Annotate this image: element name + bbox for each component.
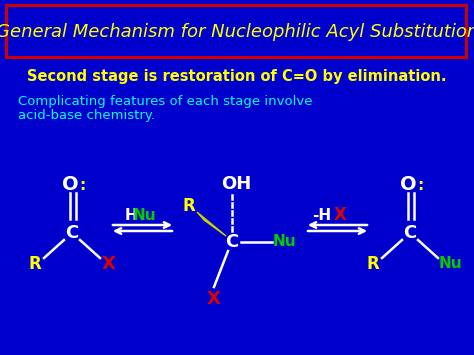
Bar: [6, 5, 466, 57]
Text: General Mechanism for Nucleophilic Acyl Substitution: General Mechanism for Nucleophilic Acyl …: [0, 23, 474, 41]
Text: X: X: [334, 206, 346, 224]
Text: R: R: [182, 197, 195, 215]
Text: Nu: Nu: [272, 235, 296, 250]
Text: X: X: [207, 290, 221, 308]
Text: acid-base chemistry.: acid-base chemistry.: [18, 109, 155, 122]
Text: ··: ··: [405, 172, 411, 182]
Text: Nu: Nu: [132, 208, 156, 223]
Text: :: :: [79, 178, 85, 192]
Text: ··: ··: [67, 172, 73, 182]
Text: Complicating features of each stage involve: Complicating features of each stage invo…: [18, 94, 312, 108]
Text: R: R: [28, 255, 41, 273]
Text: :: :: [417, 178, 423, 192]
Text: X: X: [102, 255, 116, 273]
Text: O: O: [400, 175, 416, 195]
Text: OH: OH: [221, 175, 251, 193]
Text: Nu: Nu: [438, 257, 462, 272]
Text: Second stage is restoration of C=O by elimination.: Second stage is restoration of C=O by el…: [27, 70, 447, 84]
Text: -H: -H: [312, 208, 331, 223]
Text: C: C: [65, 224, 79, 242]
Text: O: O: [62, 175, 78, 195]
Text: H: H: [125, 208, 137, 223]
Polygon shape: [197, 212, 226, 236]
Text: R: R: [366, 255, 379, 273]
Text: C: C: [403, 224, 417, 242]
Text: C: C: [225, 233, 238, 251]
